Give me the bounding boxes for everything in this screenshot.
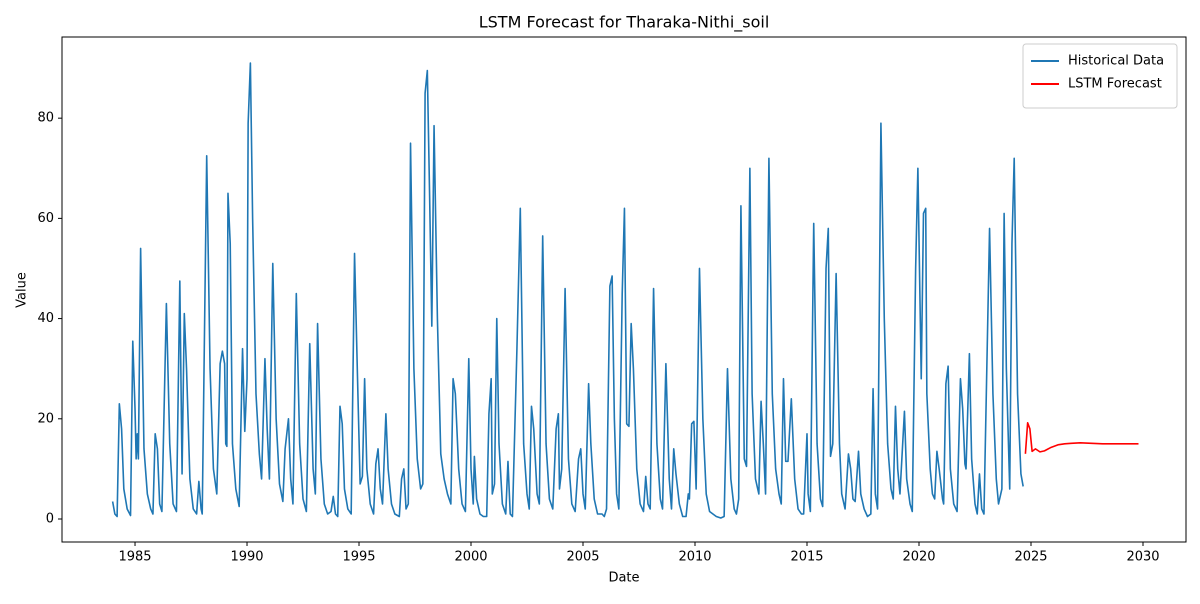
x-tick-label: 2020 bbox=[902, 550, 935, 565]
y-tick-label: 40 bbox=[37, 311, 54, 326]
y-axis-label: Value bbox=[15, 272, 30, 308]
x-tick-label: 2030 bbox=[1126, 550, 1159, 565]
legend: Historical Data LSTM Forecast bbox=[1022, 43, 1178, 109]
data-line bbox=[111, 62, 1024, 519]
x-tick-label: 2005 bbox=[566, 550, 599, 565]
x-tick-label: 2015 bbox=[790, 550, 823, 565]
y-tick-label: 60 bbox=[37, 211, 54, 226]
x-tick-label: 1990 bbox=[230, 550, 263, 565]
y-tick-label: 80 bbox=[37, 111, 54, 126]
x-axis-label: Date bbox=[608, 571, 639, 586]
x-tick-label: 2025 bbox=[1014, 550, 1047, 565]
axes-frame bbox=[61, 36, 1187, 543]
data-line bbox=[1024, 422, 1139, 454]
legend-box bbox=[1022, 43, 1178, 109]
legend-label: Historical Data bbox=[1068, 54, 1164, 69]
chart-title: LSTM Forecast for Tharaka-Nithi_soil bbox=[479, 13, 770, 33]
legend-label: LSTM Forecast bbox=[1068, 77, 1162, 92]
x-tick-label: 1985 bbox=[118, 550, 151, 565]
x-tick-label: 2010 bbox=[678, 550, 711, 565]
x-tick-label: 2000 bbox=[454, 550, 487, 565]
y-tick-label: 20 bbox=[37, 411, 54, 426]
plot-area bbox=[111, 62, 1139, 519]
x-tick-label: 1995 bbox=[342, 550, 375, 565]
y-tick-label: 0 bbox=[46, 512, 54, 527]
